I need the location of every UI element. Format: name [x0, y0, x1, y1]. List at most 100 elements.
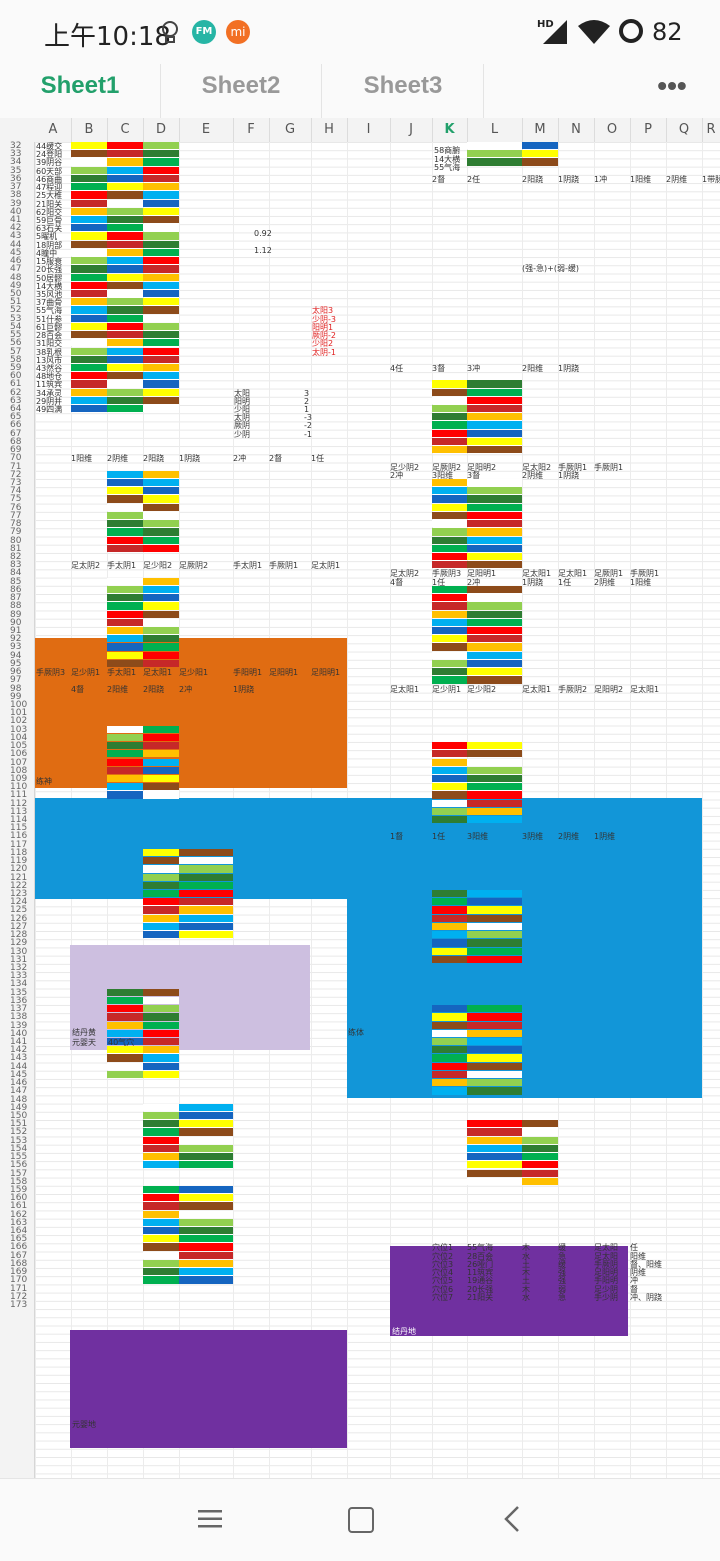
row-header[interactable]: 127: [10, 921, 28, 932]
row-header[interactable]: 60: [10, 371, 22, 382]
column-header-c[interactable]: C: [107, 118, 144, 142]
row-header[interactable]: 141: [10, 1036, 28, 1047]
row-header[interactable]: 139: [10, 1020, 28, 1031]
tab-sheet1[interactable]: Sheet1: [0, 64, 161, 118]
row-header[interactable]: 120: [10, 864, 28, 875]
row-header[interactable]: 136: [10, 995, 28, 1006]
row-header[interactable]: 37: [10, 182, 22, 193]
row-header[interactable]: 57: [10, 346, 22, 357]
row-header[interactable]: 93: [10, 642, 22, 653]
row-header[interactable]: 163: [10, 1217, 28, 1228]
row-header[interactable]: 108: [10, 765, 28, 776]
row-header[interactable]: 36: [10, 173, 22, 184]
row-header[interactable]: 40: [10, 206, 22, 217]
row-header[interactable]: 70: [10, 453, 22, 464]
row-header[interactable]: 96: [10, 667, 22, 678]
row-header[interactable]: 52: [10, 305, 22, 316]
row-header[interactable]: 109: [10, 773, 28, 784]
row-header[interactable]: 97: [10, 675, 22, 686]
row-header[interactable]: 134: [10, 979, 28, 990]
tab-sheet2[interactable]: Sheet2: [161, 64, 322, 118]
row-header[interactable]: 102: [10, 716, 28, 727]
row-header[interactable]: 122: [10, 880, 28, 891]
row-header[interactable]: 66: [10, 420, 22, 431]
row-header[interactable]: 129: [10, 938, 28, 949]
row-header[interactable]: 131: [10, 954, 28, 965]
row-header[interactable]: 132: [10, 963, 28, 973]
row-header[interactable]: 56: [10, 338, 22, 349]
row-header[interactable]: 33: [10, 149, 22, 160]
row-header[interactable]: 133: [10, 971, 28, 982]
row-header[interactable]: 53: [10, 313, 22, 324]
row-header[interactable]: 62: [10, 387, 22, 398]
column-header-e[interactable]: E: [179, 118, 234, 142]
row-header[interactable]: 144: [10, 1061, 28, 1072]
row-header[interactable]: 143: [10, 1053, 28, 1064]
column-header-i[interactable]: I: [347, 118, 391, 142]
row-header[interactable]: 104: [10, 732, 28, 743]
column-header-f[interactable]: F: [233, 118, 270, 142]
row-header[interactable]: 100: [10, 699, 28, 710]
row-header[interactable]: 81: [10, 543, 22, 554]
row-header[interactable]: 166: [10, 1242, 28, 1253]
row-header[interactable]: 88: [10, 601, 22, 612]
row-header[interactable]: 153: [10, 1135, 28, 1146]
row-header[interactable]: 91: [10, 625, 22, 636]
row-header[interactable]: 130: [10, 946, 28, 957]
row-header[interactable]: 112: [10, 798, 28, 809]
row-header[interactable]: 92: [10, 634, 22, 645]
row-header[interactable]: 155: [10, 1152, 28, 1163]
row-header[interactable]: 135: [10, 987, 28, 998]
row-header[interactable]: 161: [10, 1201, 28, 1212]
column-header-n[interactable]: N: [558, 118, 595, 142]
column-header-l[interactable]: L: [467, 118, 523, 142]
row-header[interactable]: 63: [10, 395, 22, 406]
row-header[interactable]: 115: [10, 823, 28, 834]
row-header[interactable]: 107: [10, 757, 28, 768]
row-header[interactable]: 44: [10, 239, 22, 250]
row-header[interactable]: 138: [10, 1012, 28, 1023]
row-header[interactable]: 39: [10, 198, 22, 209]
row-header[interactable]: 83: [10, 560, 22, 571]
row-header[interactable]: 68: [10, 436, 22, 447]
column-header-a[interactable]: A: [35, 118, 72, 142]
row-header[interactable]: 58: [10, 354, 22, 365]
column-header-q[interactable]: Q: [666, 118, 703, 142]
row-header[interactable]: 162: [10, 1209, 28, 1220]
row-header[interactable]: 147: [10, 1086, 28, 1097]
row-header[interactable]: 172: [10, 1291, 28, 1302]
column-header-b[interactable]: B: [71, 118, 108, 142]
row-header[interactable]: 125: [10, 905, 28, 916]
row-header[interactable]: 123: [10, 889, 28, 900]
row-header[interactable]: 61: [10, 379, 22, 390]
row-header[interactable]: 76: [10, 502, 22, 513]
menu-icon[interactable]: [198, 1509, 222, 1529]
row-header[interactable]: 35: [10, 165, 22, 176]
row-header[interactable]: 168: [10, 1258, 28, 1269]
column-header-k[interactable]: K: [432, 118, 468, 142]
column-header-m[interactable]: M: [522, 118, 559, 142]
row-header[interactable]: 41: [10, 214, 22, 225]
row-header[interactable]: 101: [10, 708, 28, 719]
row-header[interactable]: 152: [10, 1127, 28, 1138]
row-header[interactable]: 119: [10, 856, 28, 867]
row-header[interactable]: 64: [10, 404, 22, 415]
row-header[interactable]: 47: [10, 264, 22, 275]
row-header[interactable]: 154: [10, 1143, 28, 1154]
row-header[interactable]: 158: [10, 1176, 28, 1187]
column-header-j[interactable]: J: [390, 118, 433, 142]
row-header[interactable]: 90: [10, 617, 22, 628]
column-header-p[interactable]: P: [630, 118, 667, 142]
row-header[interactable]: 116: [10, 831, 28, 842]
row-header[interactable]: 74: [10, 486, 22, 497]
row-header[interactable]: 159: [10, 1184, 28, 1195]
row-header[interactable]: 59: [10, 362, 22, 373]
row-header[interactable]: 95: [10, 658, 22, 669]
row-header[interactable]: 117: [10, 839, 28, 850]
back-icon[interactable]: [500, 1505, 524, 1533]
column-header-d[interactable]: D: [143, 118, 180, 142]
row-header[interactable]: 110: [10, 782, 28, 793]
row-header[interactable]: 65: [10, 412, 22, 423]
row-header[interactable]: 128: [10, 930, 28, 941]
